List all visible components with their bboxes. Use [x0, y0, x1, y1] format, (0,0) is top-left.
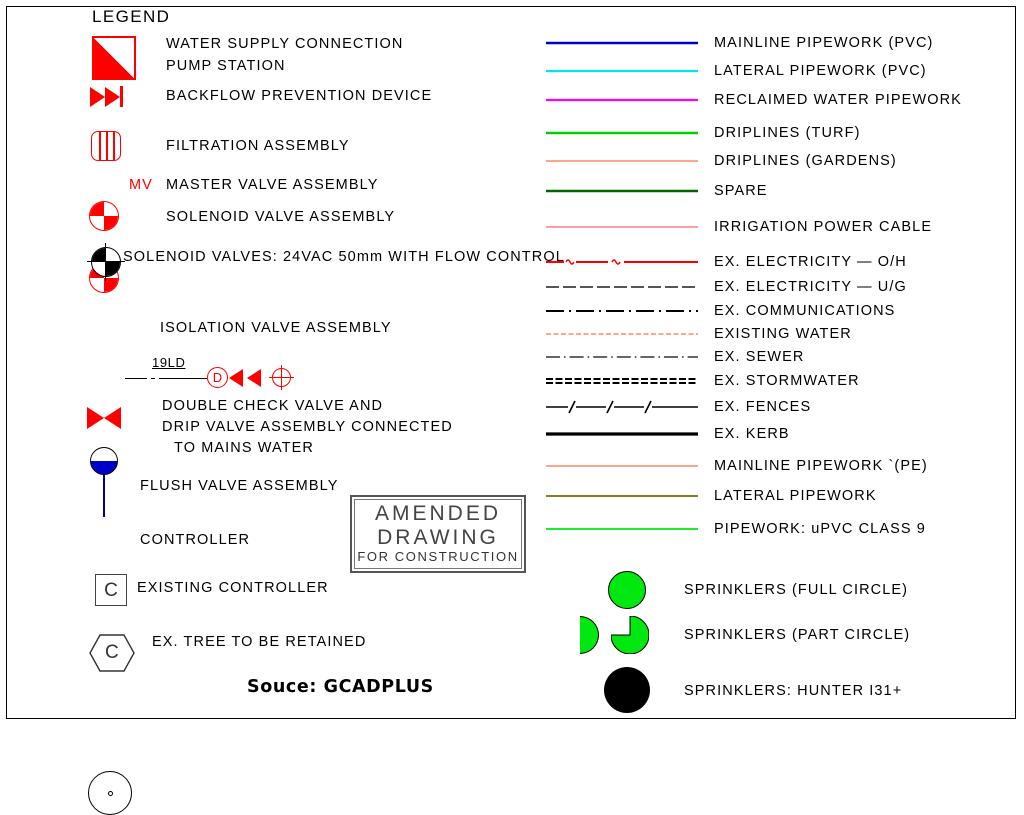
- lateral-pipework-pvc-label: LATERAL PIPEWORK (PVC): [714, 63, 927, 79]
- driplines-gardens-line-swatch: [546, 154, 698, 168]
- sprinklers-part-circle-label: SPRINKLERS (PART CIRCLE): [684, 627, 911, 643]
- water-supply-connection-icon: [92, 36, 136, 80]
- controller-glyph: C: [105, 642, 119, 663]
- ex-electricity-oh-line-swatch: [546, 255, 698, 269]
- lateral-pipework-label: LATERAL PIPEWORK: [714, 488, 877, 504]
- ex-kerb-line-swatch: [546, 427, 698, 441]
- sprinklers-full-circle-icon: [608, 571, 646, 609]
- lateral-pipework-pvc-line-swatch: [546, 64, 698, 78]
- existing-controller-label: EXISTING CONTROLLER: [137, 580, 329, 596]
- reclaimed-water-pipework-line-swatch: [546, 93, 698, 107]
- mainline-pipework-pe-line-swatch: [546, 459, 698, 473]
- driplines-gardens-label: DRIPLINES (GARDENS): [714, 153, 897, 169]
- ex-stormwater-label: EX. STORMWATER: [714, 373, 860, 389]
- mainline-pipework-pvc-line-swatch: [546, 36, 698, 50]
- irrigation-power-cable-line-swatch: [546, 220, 698, 234]
- flush-valve-assembly-label: FLUSH VALVE ASSEMBLY: [140, 478, 339, 494]
- irrigation-power-cable-label: IRRIGATION POWER CABLE: [714, 219, 933, 235]
- ex-electricity-oh-label: EX. ELECTRICITY — O/H: [714, 254, 907, 270]
- lateral-pipework-line-swatch: [546, 489, 698, 503]
- spare-label: SPARE: [714, 183, 768, 199]
- stamp-line-2: DRAWING: [377, 525, 499, 549]
- filtration-assembly-icon: [91, 131, 121, 161]
- pipework-upvc-class9-line-swatch: [546, 522, 698, 536]
- sprinklers-hunter-i31-label: SPRINKLERS: HUNTER I31+: [684, 683, 903, 699]
- double-check-valve-label-line3: TO MAINS WATER: [174, 440, 314, 456]
- water-supply-connection-label-line2: PUMP STATION: [166, 58, 286, 74]
- existing-tree-label: EX. TREE TO BE RETAINED: [152, 634, 367, 650]
- amended-drawing-stamp: AMENDED DRAWING FOR CONSTRUCTION: [350, 495, 526, 573]
- backflow-prevention-device-icon: [90, 86, 123, 107]
- solenoid-valve-assembly-label: SOLENOID VALVE ASSEMBLY: [166, 209, 396, 225]
- ex-communications-line-swatch: [546, 304, 698, 318]
- isolation-valve-assembly-icon: [87, 407, 121, 429]
- master-valve-assembly-icon: [89, 201, 119, 231]
- double-check-valve-label-line1: DOUBLE CHECK VALVE AND: [162, 398, 384, 414]
- solenoid-valves-spec-icon: [87, 243, 125, 281]
- driplines-turf-label: DRIPLINES (TURF): [714, 125, 861, 141]
- double-check-valve-icon: 19LD D: [125, 355, 300, 390]
- ex-communications-label: EX. COMMUNICATIONS: [714, 303, 896, 319]
- source-note: Souce: GCADPLUS: [247, 677, 434, 697]
- double-check-valve-tag: 19LD: [152, 355, 186, 370]
- double-check-valve-label-line2: DRIP VALVE ASSEMBLY CONNECTED: [162, 419, 453, 435]
- drawing-border: [6, 6, 1016, 719]
- driplines-turf-line-swatch: [546, 126, 698, 140]
- master-valve-tag: MV: [129, 177, 153, 193]
- controller-label: CONTROLLER: [140, 532, 251, 548]
- existing-tree-icon: [88, 771, 132, 815]
- ex-kerb-label: EX. KERB: [714, 426, 790, 442]
- flush-valve-assembly-icon: [90, 447, 118, 517]
- reclaimed-water-pipework-label: RECLAIMED WATER PIPEWORK: [714, 92, 962, 108]
- ex-fences-label: EX. FENCES: [714, 399, 812, 415]
- pipework-upvc-class9-label: PIPEWORK: uPVC CLASS 9: [714, 521, 926, 537]
- isolation-valve-assembly-label: ISOLATION VALVE ASSEMBLY: [160, 320, 392, 336]
- existing-controller-glyph: C: [104, 579, 118, 601]
- existing-water-label: EXISTING WATER: [714, 326, 852, 342]
- existing-controller-icon: C: [95, 574, 127, 606]
- ex-electricity-ug-label: EX. ELECTRICITY — U/G: [714, 279, 907, 295]
- double-check-valve-circle-letter: D: [207, 367, 228, 388]
- existing-water-line-swatch: [546, 327, 698, 341]
- controller-icon: C: [89, 633, 135, 673]
- spare-line-swatch: [546, 184, 698, 198]
- stamp-line-1: AMENDED: [374, 502, 501, 526]
- page-title: LEGEND: [92, 7, 171, 26]
- sprinklers-full-circle-label: SPRINKLERS (FULL CIRCLE): [684, 582, 909, 598]
- ex-sewer-line-swatch: [546, 350, 698, 364]
- stamp-line-3: FOR CONSTRUCTION: [357, 549, 519, 565]
- backflow-prevention-device-label: BACKFLOW PREVENTION DEVICE: [166, 88, 433, 104]
- ex-electricity-ug-line-swatch: [546, 280, 698, 294]
- mainline-pipework-pvc-label: MAINLINE PIPEWORK (PVC): [714, 35, 934, 51]
- water-supply-connection-label-line1: WATER SUPPLY CONNECTION: [166, 36, 404, 52]
- ex-stormwater-line-swatch: [546, 374, 698, 388]
- mainline-pipework-pe-label: MAINLINE PIPEWORK `(PE): [714, 458, 928, 474]
- solenoid-valves-spec-label: SOLENOID VALVES: 24VAC 50mm WITH FLOW CO…: [123, 249, 565, 265]
- filtration-assembly-label: FILTRATION ASSEMBLY: [166, 138, 350, 154]
- sprinklers-part-circle-pac-icon: [610, 615, 650, 655]
- sprinklers-hunter-i31-icon: [604, 667, 650, 713]
- ex-sewer-label: EX. SEWER: [714, 349, 805, 365]
- legend-sheet: LEGEND WATER SUPPLY CONNECTION PUMP STAT…: [6, 6, 1016, 815]
- ex-fences-line-swatch: [546, 400, 698, 414]
- master-valve-assembly-label: MASTER VALVE ASSEMBLY: [166, 177, 379, 193]
